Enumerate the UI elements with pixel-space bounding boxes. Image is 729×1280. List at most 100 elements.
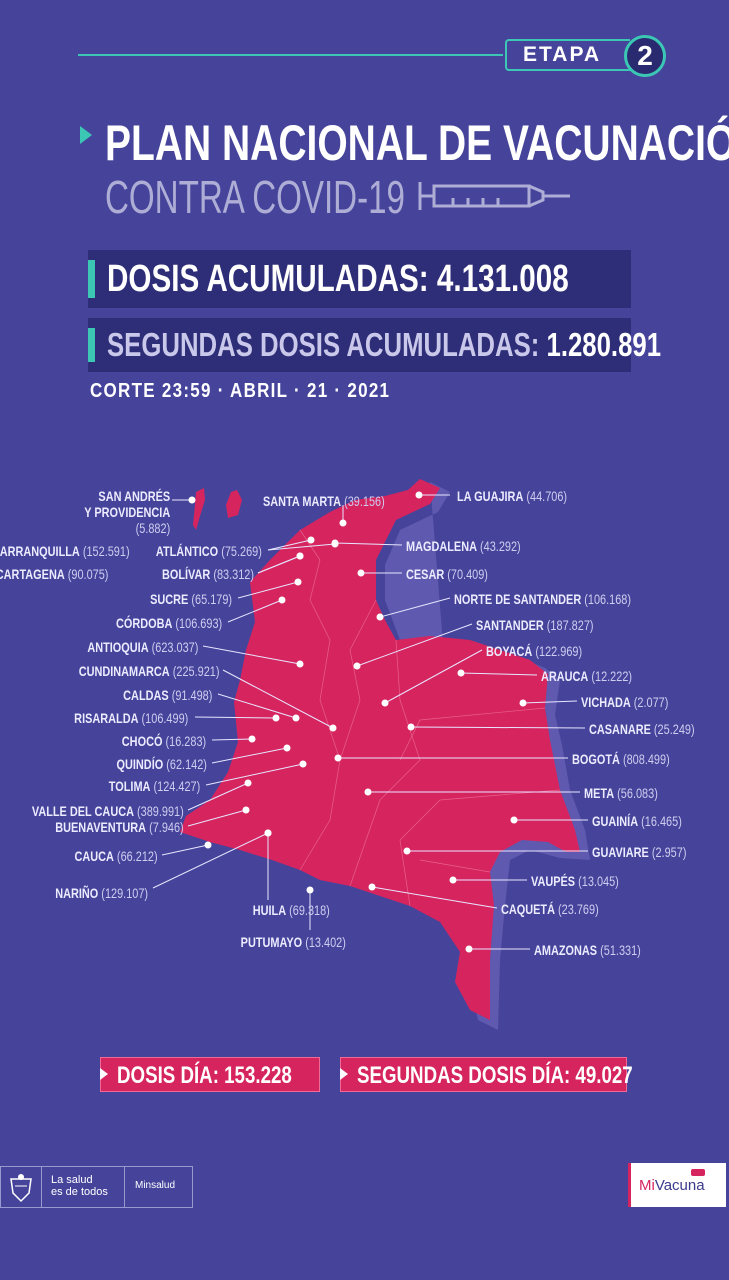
mivacuna-logo: MiVacuna xyxy=(628,1163,726,1207)
region-label-text: CHOCÓ (16.283) xyxy=(122,733,206,749)
region-name: TOLIMA xyxy=(108,778,151,794)
coat-of-arms-icon xyxy=(10,1174,32,1203)
region-label-text: CÓRDOBA (106.693) xyxy=(116,615,222,631)
leader-line xyxy=(267,539,312,551)
cutoff-date: CORTE 23:59 · ABRIL · 21 · 2021 xyxy=(90,380,443,403)
region-label: GUAINÍA (16.465) xyxy=(592,813,707,829)
region-dot xyxy=(407,723,415,731)
region-label-text: SANTA MARTA (39.156) xyxy=(263,493,385,509)
region-value: (75.269) xyxy=(221,543,262,559)
region-name-2: Y PROVIDENCIA xyxy=(84,504,170,520)
region-name: QUINDÍO xyxy=(116,756,164,772)
region-dot xyxy=(368,883,376,891)
region-name: BOYACÁ xyxy=(486,643,533,659)
region-name: BOGOTÁ xyxy=(572,751,620,767)
region-label-text: CALDAS (91.498) xyxy=(123,687,212,703)
region-dot xyxy=(519,699,527,707)
header-divider xyxy=(78,54,503,56)
ministry-name: Minsalud xyxy=(135,1180,176,1191)
region-label-text: GUAINÍA (16.465) xyxy=(592,813,682,829)
region-dot xyxy=(306,886,314,894)
daily-second-label: SEGUNDAS DOSIS DÍA: xyxy=(357,1062,571,1089)
region-label: CASANARE (25.249) xyxy=(589,721,724,737)
daily-doses: DOSIS DÍA: 153.228 xyxy=(117,1062,292,1090)
region-dot xyxy=(510,816,518,824)
region-name: CHOCÓ xyxy=(121,733,163,749)
region-value: (43.292) xyxy=(480,538,521,554)
region-dot xyxy=(204,841,212,849)
region-name: VALLE DEL CAUCA xyxy=(32,803,135,819)
region-name: NARIÑO xyxy=(55,885,99,901)
region-label-text: BOGOTÁ (808.499) xyxy=(572,751,670,767)
triangle-icon xyxy=(340,1068,348,1080)
region-dot xyxy=(242,806,250,814)
region-name: PUTUMAYO xyxy=(240,934,303,950)
region-dot xyxy=(381,699,389,707)
region-label-text: LA GUAJIRA (44.706) xyxy=(457,488,567,504)
slogan: La salud es de todos xyxy=(51,1174,108,1198)
region-label: CAQUETÁ (23.769) xyxy=(501,901,626,917)
region-name: VAUPÉS xyxy=(531,873,576,889)
leader-line xyxy=(152,832,269,889)
stage-badge: ETAPA xyxy=(505,39,630,71)
leader-line xyxy=(334,542,403,546)
daily-doses-box: DOSIS DÍA: 153.228 xyxy=(100,1057,320,1092)
leader-line xyxy=(410,726,586,729)
region-name: VICHADA xyxy=(581,694,631,710)
region-label-text: CASANARE (25.249) xyxy=(589,721,695,737)
region-dot xyxy=(357,569,365,577)
region-label-text: CAUCA (66.212) xyxy=(75,848,158,864)
leader-line xyxy=(187,782,249,811)
region-label-text: ANTIOQUIA (623.037) xyxy=(87,639,198,655)
region-label-text: ARAUCA (12.222) xyxy=(541,668,632,684)
region-name: BUENAVENTURA xyxy=(55,819,147,835)
region-dot xyxy=(403,847,411,855)
region-dot xyxy=(329,724,337,732)
leader-line xyxy=(379,597,451,618)
region-label: PUTUMAYO (13.402) xyxy=(211,934,346,950)
region-label: CUNDINAMARCA (225.921) xyxy=(39,663,219,679)
logo-mi: Mi xyxy=(639,1177,655,1194)
region-dot xyxy=(376,613,384,621)
region-label-text: CAQUETÁ (23.769) xyxy=(501,901,599,917)
triangle-icon xyxy=(100,1068,108,1080)
region-label: CÓRDOBA (106.693) xyxy=(86,615,222,631)
region-dot xyxy=(264,829,272,837)
region-label: BARRANQUILLA (152.591) xyxy=(0,543,130,559)
region-value: (7.946) xyxy=(149,819,184,835)
region-name: SANTANDER xyxy=(476,617,544,633)
region-value: (152.591) xyxy=(83,543,130,559)
region-label: ARAUCA (12.222) xyxy=(541,668,658,684)
leader-line xyxy=(202,645,301,665)
region-name: BARRANQUILLA xyxy=(0,543,81,559)
region-dot xyxy=(272,714,280,722)
region-dot xyxy=(248,735,256,743)
leader-line xyxy=(237,581,299,599)
region-name: SANTA MARTA xyxy=(263,493,342,509)
leader-line xyxy=(384,649,483,704)
region-name: CARTAGENA xyxy=(0,566,65,582)
region-name: META xyxy=(584,785,615,801)
region-value: (2.957) xyxy=(651,844,687,860)
region-label: BUENAVENTURA (7.946) xyxy=(19,819,184,835)
region-dot xyxy=(415,491,423,499)
region-value: (25.249) xyxy=(653,721,695,737)
region-label: QUINDÍO (62.142) xyxy=(91,756,207,772)
region-value: (70.409) xyxy=(447,566,488,582)
region-name: GUAINÍA xyxy=(592,813,639,829)
region-label: CALDAS (91.498) xyxy=(98,687,212,703)
leader-line xyxy=(222,669,334,729)
region-dot xyxy=(296,552,304,560)
second-doses: SEGUNDAS DOSIS ACUMULADAS: 1.280.891 xyxy=(107,326,661,364)
region-label: SANTA MARTA (39.156) xyxy=(263,493,419,509)
region-name: LA GUAJIRA xyxy=(457,488,524,504)
region-value: (225.921) xyxy=(172,663,219,679)
leader-line xyxy=(187,809,247,827)
leader-line xyxy=(522,700,578,704)
region-name: MAGDALENA xyxy=(406,538,477,554)
syringe-icon xyxy=(418,182,570,210)
region-name: RISARALDA xyxy=(73,710,139,726)
region-value: (44.706) xyxy=(526,488,568,504)
region-label-text: HUILA (69.318) xyxy=(253,902,330,918)
region-value: (56.083) xyxy=(617,785,658,801)
